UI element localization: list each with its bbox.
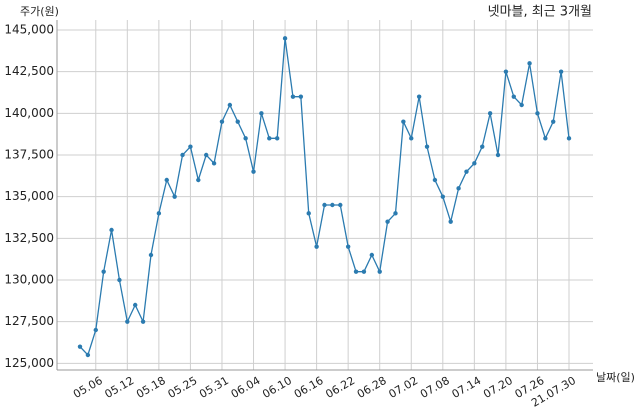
point (211, 161, 217, 166)
point (472, 161, 477, 166)
point (566, 136, 572, 141)
point (259, 111, 264, 116)
x-axis-label: 날짜(일) (596, 370, 635, 384)
point (440, 194, 446, 199)
point (227, 102, 233, 108)
y-tick-label: 140,000 (4, 106, 54, 120)
point (109, 227, 114, 233)
point (156, 211, 162, 216)
x-tick-label: 06.04 (229, 374, 263, 401)
x-tick-label: 07.20 (481, 374, 515, 401)
point (495, 152, 501, 158)
point (251, 169, 256, 174)
point (345, 244, 351, 249)
point (77, 344, 83, 349)
point (290, 94, 296, 99)
point (274, 136, 280, 141)
point (369, 252, 375, 258)
point (503, 69, 509, 74)
point (180, 152, 185, 158)
point (125, 319, 130, 324)
point (267, 136, 272, 141)
y-tick-label: 130,000 (4, 273, 54, 287)
point (543, 136, 548, 141)
point (424, 144, 430, 149)
y-tick-label: 142,500 (4, 64, 54, 78)
y-axis-label: 주가(원) (20, 5, 59, 18)
point (456, 186, 461, 191)
point (535, 111, 540, 116)
point (330, 202, 335, 208)
point (361, 269, 367, 274)
y-tick-label: 135,000 (4, 189, 54, 203)
y-tick-label: 145,000 (4, 23, 54, 37)
y-tick-label: 127,500 (4, 314, 54, 328)
point (551, 119, 556, 124)
point (85, 352, 91, 358)
x-tick-label: 05.06 (71, 374, 105, 401)
point (432, 177, 438, 183)
point (282, 36, 288, 41)
point (314, 244, 319, 249)
point (188, 144, 193, 149)
point (464, 169, 469, 174)
point (519, 102, 524, 108)
point (235, 119, 240, 124)
point (401, 119, 406, 124)
point (416, 94, 422, 99)
x-tick-label: 06.10 (260, 374, 294, 401)
point (219, 119, 225, 124)
point (511, 94, 516, 99)
point (393, 211, 398, 216)
point (172, 194, 177, 199)
point (480, 144, 485, 149)
x-tick-label: 05.25 (166, 374, 200, 401)
chart-title: 넷마블, 최근 3개월 (488, 5, 592, 20)
point (353, 269, 359, 274)
point (148, 252, 154, 258)
point (377, 269, 382, 274)
point (133, 302, 138, 308)
x-tick-label: 07.14 (450, 374, 484, 401)
x-tick-label: 07.08 (418, 374, 452, 401)
point (93, 327, 98, 333)
point (101, 269, 106, 274)
point (203, 152, 209, 158)
point (164, 177, 169, 183)
x-tick-label: 05.31 (197, 374, 231, 401)
point (117, 277, 122, 283)
point (527, 61, 532, 66)
y-tick-label: 137,500 (4, 148, 54, 162)
point (409, 136, 414, 141)
x-tick-label: 06.16 (292, 374, 326, 401)
point (322, 202, 327, 208)
point (385, 219, 390, 224)
point (487, 111, 493, 116)
x-tick-label: 06.22 (323, 374, 357, 401)
point (298, 94, 304, 99)
point (196, 177, 201, 183)
y-tick-label: 132,500 (4, 231, 54, 245)
x-tick-label: 05.18 (134, 374, 168, 401)
point (448, 219, 453, 224)
point (558, 69, 564, 74)
point (243, 136, 248, 141)
point (140, 319, 146, 324)
point (338, 202, 343, 208)
point (306, 211, 311, 216)
x-tick-label: 05.12 (103, 374, 137, 401)
x-tick-label: 06.28 (355, 374, 389, 401)
y-tick-label: 125,000 (4, 356, 54, 370)
x-tick-label: 07.02 (386, 374, 420, 401)
